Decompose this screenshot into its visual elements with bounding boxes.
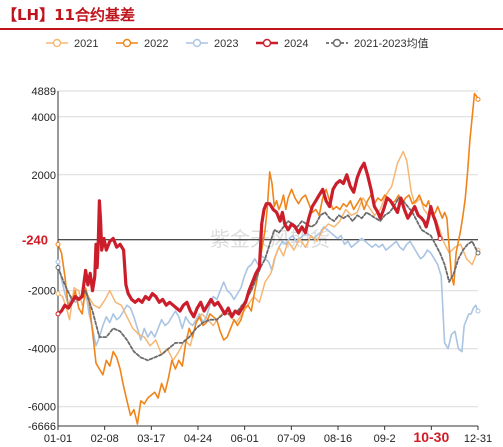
y-tick-label-6: -6666 (28, 421, 56, 433)
series-endpoint-2021-2023均值-0 (55, 265, 61, 271)
series-line-2021 (58, 150, 479, 362)
x-tick-label-8: 10-30 (413, 429, 449, 445)
x-tick-label-0: 01-01 (44, 433, 72, 445)
title-rule (0, 28, 503, 30)
series-endpoint-2023-1 (475, 308, 481, 314)
series-line-2021-2023均值 (58, 197, 479, 362)
series-endpoint-2021-2023均值-1 (475, 250, 481, 256)
legend-marker-2021-2023均值 (332, 38, 342, 48)
series-line-2024 (58, 161, 442, 319)
y-tick-label-1: 4000 (32, 112, 56, 124)
x-tick-label-6: 08-16 (324, 433, 352, 445)
legend-item-2024: 2024 (256, 38, 308, 50)
x-tick-label-9: 12-31 (464, 433, 492, 445)
title-bar: 【LH】11合约基差 (0, 0, 503, 30)
series-endpoint-2022-0 (55, 241, 61, 247)
legend-label-2021: 2021 (74, 38, 98, 50)
legend-marker-2024 (262, 38, 272, 48)
legend-marker-2023 (192, 38, 202, 48)
series-endpoint-2021-0 (55, 291, 61, 297)
y-tick-label-2: 2000 (32, 170, 56, 182)
watermark: 紫金天风期货 (210, 227, 330, 251)
y-tick-label-4: -4000 (28, 344, 56, 356)
legend-label-2022: 2022 (144, 38, 168, 50)
legend-label-2024: 2024 (284, 38, 308, 50)
x-tick-label-7: 09-2 (374, 433, 396, 445)
legend-item-2023: 2023 (186, 38, 238, 50)
series-endpoint-2024-0 (55, 311, 61, 317)
legend-marker-2022 (122, 38, 132, 48)
series-line-2022 (58, 92, 479, 425)
series-endpoint-2023-0 (55, 259, 61, 265)
y-tick-label-3: -2000 (28, 286, 56, 298)
legend-label-2021-2023均值: 2021-2023均值 (354, 37, 429, 50)
y-tick-label-0: 4889 (32, 86, 56, 98)
chart-title: 【LH】11合约基差 (2, 6, 135, 24)
x-tick-label-4: 06-01 (231, 433, 259, 445)
x-tick-label-2: 03-17 (137, 433, 165, 445)
legend-marker-2021 (52, 38, 62, 48)
y-tick-label-5: -6000 (28, 402, 56, 414)
legend-label-2023: 2023 (214, 38, 238, 50)
series-endpoint-2022-1 (475, 96, 481, 102)
series-endpoint-2024-1 (437, 236, 443, 242)
legend-item-2022: 2022 (116, 38, 168, 50)
legend-item-2021-2023均值: 2021-2023均值 (326, 37, 429, 50)
x-tick-label-1: 02-08 (91, 433, 119, 445)
legend-item-2021: 2021 (46, 38, 98, 50)
x-tick-label-3: 04-24 (184, 433, 212, 445)
reference-line-label: -240 (22, 233, 48, 248)
x-tick-label-5: 07-09 (277, 433, 305, 445)
